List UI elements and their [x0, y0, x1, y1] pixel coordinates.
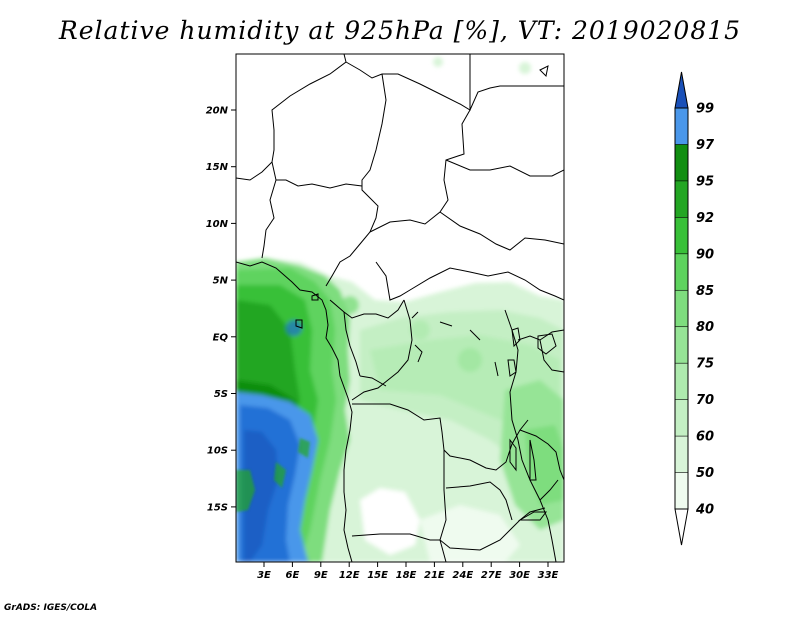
colorbar-segment — [675, 217, 688, 254]
map-frame — [235, 53, 565, 563]
humidity-field — [236, 57, 564, 562]
lat-tick-label: 20N — [206, 106, 229, 117]
lat-tick-label: 15N — [206, 162, 229, 173]
colorbar-segment — [675, 399, 688, 437]
colorbar-top-arrow — [674, 71, 689, 109]
colorbar-segment — [675, 326, 688, 364]
colorbar-label: 95 — [696, 174, 714, 189]
colorbar-segment — [675, 144, 688, 181]
lat-tick-label: 10N — [206, 219, 229, 230]
colorbar-segment — [675, 363, 688, 400]
colorbar-label: 70 — [696, 393, 714, 408]
lon-tick-label: 33E — [538, 570, 559, 581]
lon-tick-label: 27E — [481, 570, 502, 581]
lat-tick-label: 10S — [207, 446, 228, 457]
colorbar-segment — [675, 436, 688, 473]
lon-tick-label: 18E — [396, 570, 417, 581]
colorbar-segment — [675, 472, 688, 509]
colorbar-label: 97 — [696, 138, 715, 153]
colorbar-label: 90 — [696, 247, 714, 262]
colorbar: 40 50 60 70 75 80 85 90 92 95 97 99 — [674, 71, 715, 546]
footer-credit: GrADS: IGES/COLA — [4, 603, 98, 613]
colorbar-segment — [675, 108, 688, 145]
lon-tick-label: 21E — [424, 570, 445, 581]
lon-tick-label: 3E — [257, 570, 271, 581]
colorbar-label: 40 — [695, 503, 714, 518]
longitude-axis: 3E 6E 9E 12E 15E 18E 21E 24E 27E 30E 33E — [257, 562, 559, 581]
lon-tick-label: 9E — [314, 570, 328, 581]
lat-tick-label: 15S — [207, 502, 228, 513]
lon-tick-label: 15E — [367, 570, 388, 581]
lon-tick-label: 12E — [339, 570, 360, 581]
latitude-axis: 20N 15N 10N 5N EQ 5S 10S 15S — [206, 106, 236, 513]
lon-tick-label: 30E — [509, 570, 530, 581]
colorbar-segment — [675, 180, 688, 218]
lat-tick-label: 5S — [214, 389, 228, 400]
lon-tick-label: 24E — [452, 570, 473, 581]
colorbar-label: 92 — [696, 211, 714, 226]
colorbar-label: 85 — [696, 284, 714, 299]
colorbar-label: 99 — [696, 102, 714, 117]
lon-tick-label: 6E — [286, 570, 300, 581]
colorbar-segment — [675, 253, 688, 291]
map-boundaries — [236, 54, 564, 562]
colorbar-label: 50 — [696, 466, 714, 481]
lat-tick-label: EQ — [213, 332, 229, 343]
map-panel: 20N 15N 10N 5N EQ 5S 10S 15S 3E 6E 9E 12E 15E 18E 21E… — [206, 53, 565, 581]
colorbar-segment — [675, 290, 688, 327]
chart-title: Relative humidity at 925hPa [%], VT: 201… — [58, 16, 742, 45]
lat-tick-label: 5N — [213, 276, 229, 287]
colorbar-label: 75 — [696, 357, 714, 372]
colorbar-label: 80 — [696, 320, 714, 335]
colorbar-label: 60 — [696, 430, 714, 445]
colorbar-bottom-arrow — [674, 508, 689, 546]
